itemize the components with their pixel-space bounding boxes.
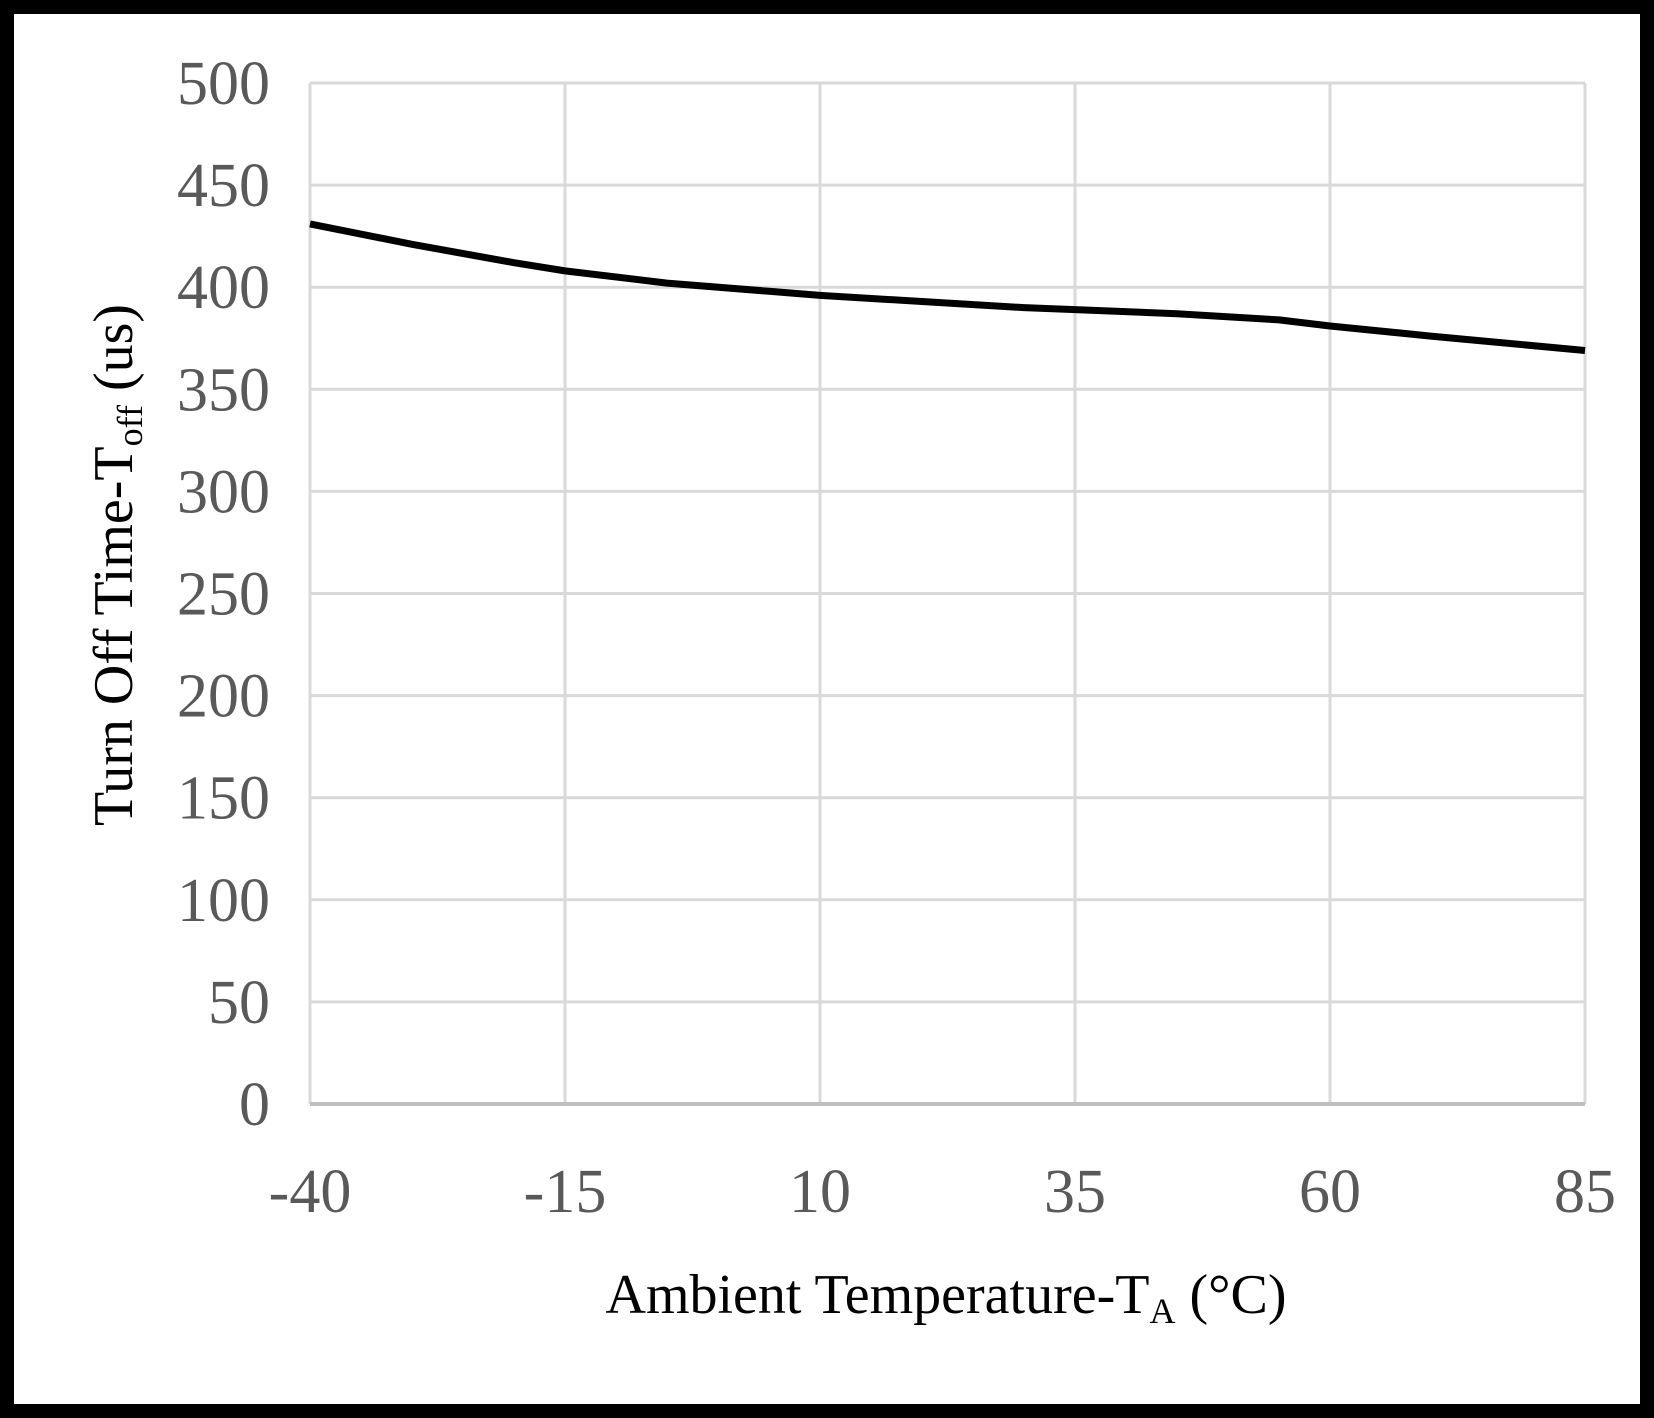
y-tick-label: 450 <box>177 152 270 220</box>
x-axis-ticks: -40 -15 10 35 60 85 <box>269 1158 1616 1226</box>
y-axis-title: Turn Off Time-Toff (us) <box>83 304 150 826</box>
y-axis-title-main: Turn Off Time-T <box>83 446 145 826</box>
x-tick-label: 35 <box>1044 1158 1106 1226</box>
y-axis-title-unit: (us) <box>83 304 145 405</box>
series-layer <box>309 220 1586 354</box>
y-tick-label: 500 <box>177 50 270 118</box>
chart-frame <box>14 14 1640 1404</box>
y-tick-label: 0 <box>239 1071 270 1139</box>
series-line-toff <box>309 220 1586 354</box>
x-tick-label: -40 <box>269 1158 352 1226</box>
x-tick-label: -15 <box>524 1158 607 1226</box>
grid <box>308 81 1587 1106</box>
x-axis-title: Ambient Temperature-TA (°C) <box>606 1264 1287 1331</box>
y-tick-label: 350 <box>177 356 270 424</box>
x-axis-title-main: Ambient Temperature-T <box>606 1264 1150 1326</box>
y-axis-ticks: 0 50 100 150 200 250 300 350 400 450 500 <box>177 50 270 1139</box>
y-tick-label: 100 <box>177 867 270 935</box>
y-axis-title-sub: off <box>110 405 150 446</box>
x-axis-title-unit: (°C) <box>1175 1264 1286 1326</box>
x-axis-title-sub: A <box>1149 1291 1175 1331</box>
y-tick-label: 150 <box>177 765 270 833</box>
x-tick-label: 60 <box>1299 1158 1361 1226</box>
x-tick-label: 85 <box>1554 1158 1616 1226</box>
y-tick-label: 400 <box>177 254 270 322</box>
y-tick-label: 250 <box>177 561 270 629</box>
y-tick-label: 200 <box>177 663 270 731</box>
y-tick-label: 300 <box>177 458 270 526</box>
x-tick-label: 10 <box>789 1158 851 1226</box>
y-tick-label: 50 <box>208 969 270 1037</box>
